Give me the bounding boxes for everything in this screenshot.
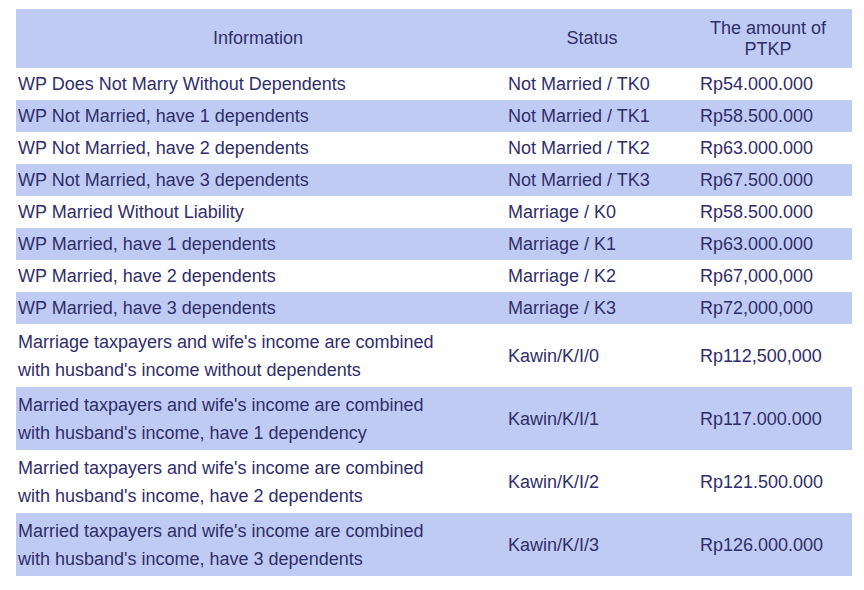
table-row: WP Married, have 1 dependents Marriage /… xyxy=(16,228,852,260)
table-row: WP Does Not Marry Without Dependents Not… xyxy=(16,68,852,100)
table-header: Information Status The amount of PTKP xyxy=(16,9,852,68)
table-row: WP Not Married, have 2 dependents Not Ma… xyxy=(16,132,852,164)
status-cell: Marriage / K3 xyxy=(500,292,684,324)
amount-cell: Rp58.500.000 xyxy=(684,196,852,228)
info-cell: Married taxpayers and wife's income are … xyxy=(16,387,500,450)
amount-cell: Rp72,000,000 xyxy=(684,292,852,324)
info-text-line1: Married taxpayers and wife's income are … xyxy=(18,391,500,419)
status-cell: Marriage / K1 xyxy=(500,228,684,260)
amount-cell: Rp63.000.000 xyxy=(684,132,852,164)
table-row: WP Married, have 2 dependents Marriage /… xyxy=(16,260,852,292)
amount-cell: Rp54.000.000 xyxy=(684,68,852,100)
info-text-line2: with husband's income without dependents xyxy=(18,356,500,384)
amount-cell: Rp67.500.000 xyxy=(684,164,852,196)
info-text: WP Married, have 1 dependents xyxy=(18,230,500,258)
table-row: Marriage taxpayers and wife's income are… xyxy=(16,324,852,387)
status-cell: Not Married / TK3 xyxy=(500,164,684,196)
col-header-information-label: Information xyxy=(16,28,500,49)
amount-cell: Rp58.500.000 xyxy=(684,100,852,132)
status-cell: Kawin/K/I/0 xyxy=(500,324,684,387)
info-text: WP Not Married, have 1 dependents xyxy=(18,102,500,130)
table-row: Married taxpayers and wife's income are … xyxy=(16,387,852,450)
status-cell: Kawin/K/I/3 xyxy=(500,513,684,576)
header-row: Information Status The amount of PTKP xyxy=(16,9,852,68)
status-cell: Not Married / TK0 xyxy=(500,68,684,100)
col-header-information: Information xyxy=(16,9,500,68)
amount-cell: Rp112,500,000 xyxy=(684,324,852,387)
info-text: WP Married, have 2 dependents xyxy=(18,262,500,290)
info-cell: WP Married, have 2 dependents xyxy=(16,260,500,292)
amount-cell: Rp67,000,000 xyxy=(684,260,852,292)
info-text: WP Married, have 3 dependents xyxy=(18,294,500,322)
col-header-status: Status xyxy=(500,9,684,68)
info-cell: WP Married, have 1 dependents xyxy=(16,228,500,260)
info-cell: WP Married Without Liability xyxy=(16,196,500,228)
amount-cell: Rp63.000.000 xyxy=(684,228,852,260)
info-cell: WP Married, have 3 dependents xyxy=(16,292,500,324)
info-text-line1: Married taxpayers and wife's income are … xyxy=(18,454,500,482)
status-cell: Marriage / K0 xyxy=(500,196,684,228)
info-cell: WP Not Married, have 1 dependents xyxy=(16,100,500,132)
info-cell: WP Not Married, have 2 dependents xyxy=(16,132,500,164)
table-row: Married taxpayers and wife's income are … xyxy=(16,450,852,513)
info-text: WP Does Not Marry Without Dependents xyxy=(18,70,500,98)
info-text-line2: with husband's income, have 1 dependency xyxy=(18,419,500,447)
info-cell: Married taxpayers and wife's income are … xyxy=(16,450,500,513)
info-text-line1: Married taxpayers and wife's income are … xyxy=(18,517,500,545)
amount-cell: Rp117.000.000 xyxy=(684,387,852,450)
info-text-line2: with husband's income, have 2 dependents xyxy=(18,482,500,510)
info-text: WP Not Married, have 3 dependents xyxy=(18,166,500,194)
table-row: WP Not Married, have 3 dependents Not Ma… xyxy=(16,164,852,196)
status-cell: Kawin/K/I/2 xyxy=(500,450,684,513)
info-text-line1: Marriage taxpayers and wife's income are… xyxy=(18,328,500,356)
col-header-status-label: Status xyxy=(500,28,684,49)
table-row: Married taxpayers and wife's income are … xyxy=(16,513,852,576)
table-body: WP Does Not Marry Without Dependents Not… xyxy=(16,68,852,576)
amount-cell: Rp121.500.000 xyxy=(684,450,852,513)
info-cell: Married taxpayers and wife's income are … xyxy=(16,513,500,576)
status-cell: Not Married / TK2 xyxy=(500,132,684,164)
table-row: WP Not Married, have 1 dependents Not Ma… xyxy=(16,100,852,132)
status-cell: Not Married / TK1 xyxy=(500,100,684,132)
col-header-amount: The amount of PTKP xyxy=(684,9,852,68)
col-header-amount-label-line1: The amount of xyxy=(684,18,852,39)
info-cell: WP Does Not Marry Without Dependents xyxy=(16,68,500,100)
table-row: WP Married, have 3 dependents Marriage /… xyxy=(16,292,852,324)
info-cell: WP Not Married, have 3 dependents xyxy=(16,164,500,196)
table-row: WP Married Without Liability Marriage / … xyxy=(16,196,852,228)
info-text: WP Married Without Liability xyxy=(18,198,500,226)
amount-cell: Rp126.000.000 xyxy=(684,513,852,576)
info-cell: Marriage taxpayers and wife's income are… xyxy=(16,324,500,387)
info-text-line2: with husband's income, have 3 dependents xyxy=(18,545,500,573)
page: Information Status The amount of PTKP WP… xyxy=(0,9,864,590)
status-cell: Kawin/K/I/1 xyxy=(500,387,684,450)
col-header-amount-label-line2: PTKP xyxy=(684,39,852,60)
status-cell: Marriage / K2 xyxy=(500,260,684,292)
info-text: WP Not Married, have 2 dependents xyxy=(18,134,500,162)
ptkp-table: Information Status The amount of PTKP WP… xyxy=(16,9,852,576)
